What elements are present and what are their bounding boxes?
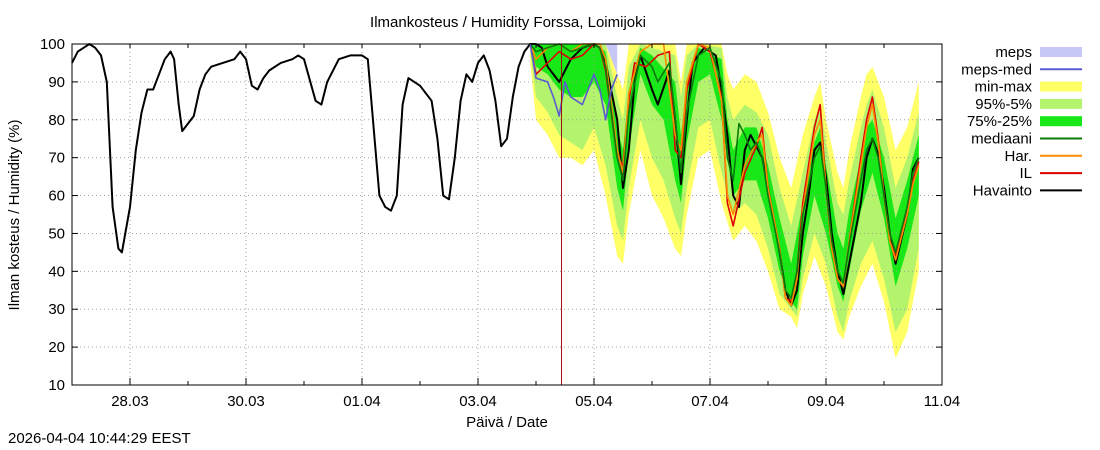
y-tick-label: 80 bbox=[48, 112, 65, 129]
y-tick-label: 100 bbox=[40, 36, 65, 53]
legend-label: Havainto bbox=[973, 182, 1032, 199]
x-axis-label: Päivä / Date bbox=[466, 414, 548, 431]
series-meps-med bbox=[529, 43, 618, 121]
x-axis-ticks: 28.03 30.03 01.04 03.04 05.04 07.04 09.04 11.04 bbox=[111, 44, 960, 410]
y-tick-label: 40 bbox=[48, 263, 65, 280]
legend-label: 95%-5% bbox=[975, 96, 1032, 113]
legend-label: min-max bbox=[974, 79, 1032, 96]
timestamp: 2026-04-04 10:44:29 EEST bbox=[8, 430, 191, 447]
series-mediaani bbox=[529, 43, 920, 299]
x-tick-label: 28.03 bbox=[111, 393, 149, 410]
x-tick-label: 05.04 bbox=[575, 393, 613, 410]
legend-swatch bbox=[1040, 47, 1082, 57]
y-tick-label: 10 bbox=[48, 377, 65, 394]
x-tick-label: 09.04 bbox=[807, 393, 845, 410]
legend-label: meps bbox=[995, 44, 1032, 61]
legend-label: mediaani bbox=[971, 131, 1032, 148]
x-tick-label: 30.03 bbox=[227, 393, 265, 410]
y-axis-ticks: 10 20 30 40 50 60 70 80 90 100 bbox=[40, 36, 942, 394]
y-tick-label: 60 bbox=[48, 188, 65, 205]
legend: mepsmeps-medmin-max95%-5%75%-25%mediaani… bbox=[961, 44, 1082, 199]
series-havainto bbox=[71, 43, 920, 307]
y-tick-label: 90 bbox=[48, 74, 65, 91]
x-tick-label: 03.04 bbox=[459, 393, 497, 410]
x-tick-label: 07.04 bbox=[691, 393, 729, 410]
x-tick-label: 11.04 bbox=[924, 393, 960, 410]
legend-label: 75%-25% bbox=[967, 113, 1032, 130]
legend-label: IL bbox=[1019, 165, 1032, 182]
chart-title: Ilmankosteus / Humidity Forssa, Loimijok… bbox=[370, 14, 646, 31]
y-tick-label: 50 bbox=[48, 225, 65, 242]
legend-swatch bbox=[1040, 116, 1082, 127]
plot-border bbox=[71, 43, 943, 386]
data-series bbox=[71, 43, 920, 385]
y-axis-label: Ilman kosteus / Humidity (%) bbox=[6, 120, 23, 311]
legend-swatch bbox=[1040, 81, 1082, 92]
x-tick-label: 01.04 bbox=[343, 393, 381, 410]
legend-swatch bbox=[1040, 98, 1082, 109]
y-tick-label: 20 bbox=[48, 339, 65, 356]
y-tick-label: 70 bbox=[48, 150, 65, 167]
legend-label: Har. bbox=[1004, 148, 1032, 165]
legend-label: meps-med bbox=[961, 61, 1032, 78]
plot-frame bbox=[71, 43, 943, 386]
y-tick-label: 30 bbox=[48, 301, 65, 318]
